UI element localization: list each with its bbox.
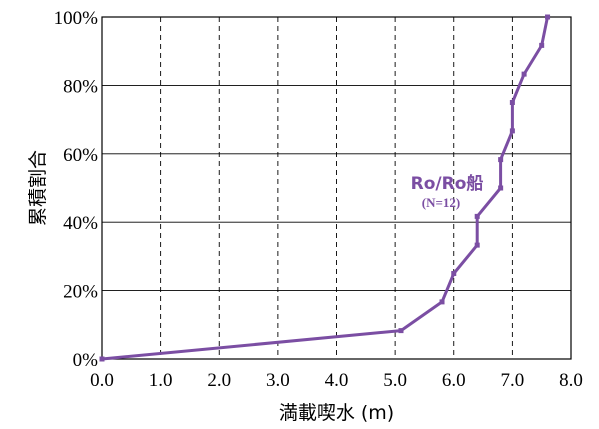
data-point-marker — [498, 157, 504, 163]
x-axis-title: 満載喫水 (m) — [279, 402, 394, 424]
y-tick-label: 0% — [73, 350, 99, 371]
data-point-marker — [99, 356, 105, 362]
x-tick-label: 5.0 — [383, 370, 407, 391]
x-tick-label: 6.0 — [442, 370, 466, 391]
y-tick-labels: 0% 20% 40% 60% 80% 100% — [54, 8, 99, 371]
y-axis-title: 累積割合 — [27, 150, 49, 226]
series-label: Ro/Ro船 — [411, 173, 484, 194]
x-tick-labels: 0.0 1.0 2.0 3.0 4.0 5.0 6.0 7.0 8.0 — [90, 370, 583, 391]
data-point-marker — [509, 128, 515, 134]
data-point-marker — [451, 271, 457, 276]
x-tick-label: 4.0 — [325, 370, 349, 391]
y-tick-label: 80% — [63, 76, 98, 97]
y-tick-label: 60% — [63, 145, 98, 166]
data-point-marker — [509, 100, 515, 105]
data-point-marker — [474, 213, 480, 219]
data-point-marker — [521, 71, 527, 77]
x-tick-label: 2.0 — [207, 370, 231, 391]
data-point-marker — [545, 14, 551, 20]
x-tick-label: 3.0 — [266, 370, 290, 391]
series-layer — [99, 14, 551, 362]
y-tick-label: 40% — [63, 213, 98, 234]
y-tick-label: 100% — [54, 8, 99, 29]
data-point-marker — [439, 299, 445, 305]
y-tick-label: 20% — [63, 282, 98, 303]
x-tick-label: 7.0 — [501, 370, 525, 391]
data-point-marker — [539, 42, 545, 48]
data-point-marker — [398, 328, 404, 334]
series-count-label: (N=12) — [422, 195, 460, 210]
plot-frame — [101, 16, 572, 360]
x-tick-label: 8.0 — [559, 370, 583, 391]
grid — [102, 17, 571, 359]
x-tick-label: 1.0 — [149, 370, 173, 391]
data-point-marker — [474, 242, 480, 248]
data-point-marker — [498, 185, 504, 191]
x-tick-label: 0.0 — [90, 370, 114, 391]
